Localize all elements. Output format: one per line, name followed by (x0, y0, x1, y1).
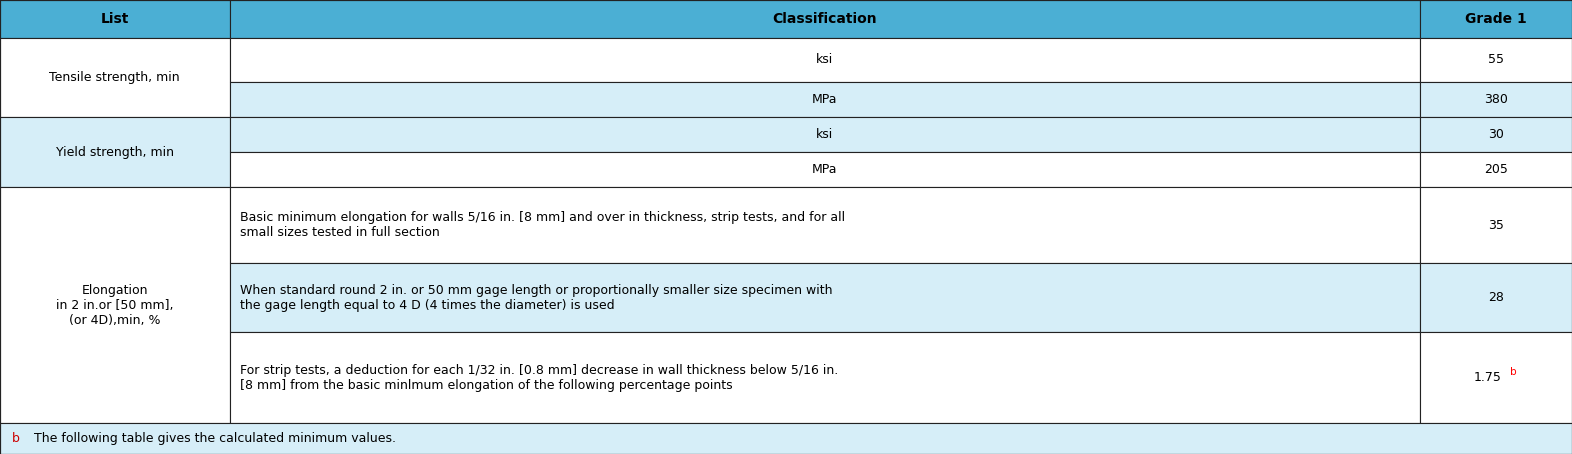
Bar (230, 152, 1420, 187)
Text: When standard round 2 in. or 50 mm gage length or proportionally smaller size sp: When standard round 2 in. or 50 mm gage … (239, 284, 832, 312)
Bar (0, 38, 230, 117)
Text: 380: 380 (1484, 93, 1508, 106)
Text: b: b (13, 432, 20, 445)
Bar (0, 187, 230, 423)
Bar (230, 332, 1420, 423)
Bar (0, 0, 230, 38)
Text: Classification: Classification (772, 12, 877, 26)
Bar (230, 38, 1420, 82)
Text: b: b (1509, 367, 1517, 377)
Text: Elongation
in 2 in.or [50 mm],
(or 4D),min, %: Elongation in 2 in.or [50 mm], (or 4D),m… (57, 284, 173, 326)
Text: Grade 1: Grade 1 (1465, 12, 1526, 26)
Bar (230, 117, 1420, 152)
Text: 30: 30 (1487, 128, 1504, 141)
Text: 35: 35 (1487, 219, 1504, 232)
Bar (1420, 82, 1572, 117)
Bar (230, 0, 1420, 38)
Bar (230, 187, 1420, 263)
Text: 205: 205 (1484, 163, 1508, 176)
Text: The following table gives the calculated minimum values.: The following table gives the calculated… (30, 432, 396, 445)
Text: Tensile strength, min: Tensile strength, min (49, 71, 181, 84)
Bar (230, 263, 1420, 332)
Bar (1420, 0, 1572, 38)
Text: Yield strength, min: Yield strength, min (55, 146, 174, 158)
Text: MPa: MPa (811, 163, 838, 176)
Bar (1420, 38, 1572, 82)
Bar (0, 117, 230, 187)
Text: 28: 28 (1487, 291, 1504, 304)
Bar (230, 82, 1420, 117)
Text: Basic minimum elongation for walls 5/16 in. [8 mm] and over in thickness, strip : Basic minimum elongation for walls 5/16 … (239, 211, 844, 239)
Bar (1420, 263, 1572, 332)
Text: ksi: ksi (816, 128, 833, 141)
Text: MPa: MPa (811, 93, 838, 106)
Text: For strip tests, a deduction for each 1/32 in. [0.8 mm] decrease in wall thickne: For strip tests, a deduction for each 1/… (239, 364, 838, 392)
Bar (1420, 152, 1572, 187)
Text: List: List (101, 12, 129, 26)
Bar (1420, 117, 1572, 152)
Bar (0, 423, 1572, 454)
Text: 1.75: 1.75 (1475, 371, 1501, 384)
Text: 55: 55 (1487, 54, 1504, 66)
Bar (1420, 187, 1572, 263)
Bar (1420, 332, 1572, 423)
Text: ksi: ksi (816, 54, 833, 66)
